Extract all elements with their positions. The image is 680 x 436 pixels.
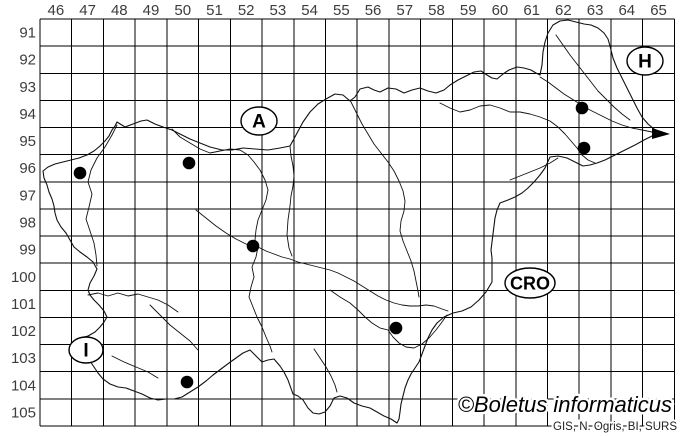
occurrence-dot [182, 156, 196, 170]
grid-row-label: 95 [19, 133, 36, 150]
grid-column-label: 59 [460, 2, 477, 19]
country-label-austria: A [252, 111, 266, 132]
grid-column-label: 60 [492, 2, 509, 19]
grid-column-label: 54 [301, 2, 318, 19]
country-ellipse-croatia [504, 267, 556, 299]
river-line [248, 246, 273, 353]
grid-row-label: 105 [11, 404, 36, 421]
country-label-hungary: H [638, 51, 652, 72]
grid-column-label: 46 [48, 2, 65, 19]
grid-row-label: 92 [19, 52, 36, 69]
grid-column-label: 64 [618, 2, 635, 19]
occurrence-dot [73, 166, 87, 180]
grid-row-labels: 91 92 93 94 95 96 97 98 99 100 101 102 103 104 105 [11, 25, 36, 422]
country-ellipse-hungary [626, 46, 664, 76]
country-ellipse-italy [68, 336, 104, 364]
grid-column-label: 52 [238, 2, 255, 19]
occurrence-dot [180, 375, 194, 389]
occurrence-dot [246, 239, 260, 253]
river-line [85, 124, 118, 267]
country-label-croatia: CRO [510, 274, 550, 294]
river-line [329, 289, 448, 349]
grid-column-label: 56 [365, 2, 382, 19]
rivers [85, 34, 659, 393]
grid-column-label: 47 [79, 2, 96, 19]
grid-row-label: 103 [11, 350, 36, 367]
grid-column-label: 57 [396, 2, 413, 19]
grid-column-label: 65 [650, 2, 667, 19]
slovenia-border [42, 19, 661, 424]
river-line [313, 348, 338, 393]
grid-row-label: 100 [11, 269, 36, 286]
grid-column-label: 51 [206, 2, 223, 19]
grid-column-label: 63 [587, 2, 604, 19]
river-line [111, 355, 159, 379]
river-line [87, 292, 179, 313]
river-line [555, 34, 631, 121]
grid-column-label: 61 [523, 2, 540, 19]
grid-column-label: 48 [111, 2, 128, 19]
grid-row-label: 91 [19, 25, 36, 42]
map-outline-group [42, 19, 670, 424]
country-ellipse-austria [240, 106, 278, 136]
grid-row-label: 101 [11, 296, 36, 313]
river-line [439, 102, 596, 164]
grid-row-label: 94 [19, 106, 36, 123]
grid-column-label: 58 [428, 2, 445, 19]
river-line [349, 99, 420, 298]
grid-column-label: 53 [270, 2, 287, 19]
attribution-text: GIS, N. Ogris, BI, SURS [553, 421, 677, 433]
occurrence-dot [389, 321, 403, 335]
country-label-italy: I [83, 340, 88, 361]
occurrence-dot [577, 141, 591, 155]
river-line [195, 209, 254, 248]
country-labels: A H CRO I [68, 46, 664, 364]
grid-row-label: 98 [19, 214, 36, 231]
grid-row-label: 99 [19, 242, 36, 259]
grid-column-labels: 46 47 48 49 50 51 52 53 54 55 56 57 58 59 60 61 62 63 64 65 [48, 2, 667, 19]
grid-lines [39, 18, 675, 427]
occurrence-dots [73, 101, 591, 389]
grid-row-label: 102 [11, 323, 36, 340]
grid-column-label: 55 [333, 2, 350, 19]
grid-row-label: 93 [19, 79, 36, 96]
grid-row-label: 96 [19, 160, 36, 177]
grid-column-label: 49 [143, 2, 160, 19]
river-line [171, 128, 449, 312]
grid-row-label: 97 [19, 187, 36, 204]
grid-row-label: 104 [11, 377, 36, 394]
river-line [149, 304, 199, 351]
grid-column-label: 62 [555, 2, 572, 19]
river-line [539, 76, 659, 134]
occurrence-dot [575, 101, 589, 115]
river-line [509, 157, 559, 181]
credit-text: ©Boletus informaticus [458, 392, 672, 417]
grid-column-label: 50 [174, 2, 191, 19]
border-east-tip-arrow [652, 128, 670, 139]
river-line [286, 145, 295, 257]
